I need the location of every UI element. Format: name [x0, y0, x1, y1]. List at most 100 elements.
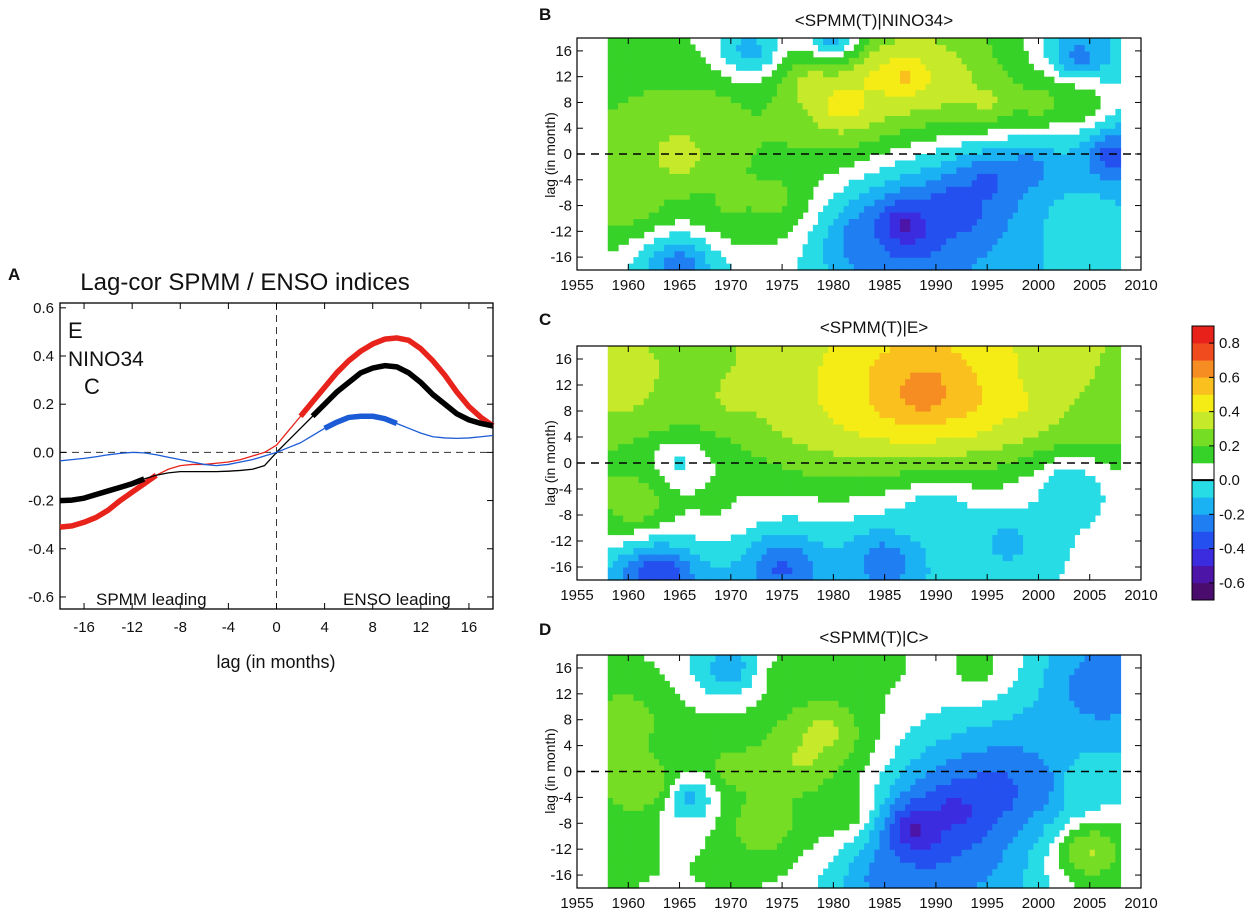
annotation-spmm-leading: SPMM leading — [96, 590, 207, 609]
heatmap-cell — [715, 199, 722, 207]
heatmap-cell — [807, 134, 814, 142]
heatmap-cell — [1089, 205, 1096, 213]
heatmap-cell — [1058, 186, 1065, 194]
heatmap-cell — [761, 237, 768, 245]
heatmap-cell — [935, 83, 942, 91]
heatmap-cell — [1110, 257, 1116, 265]
heatmap-cell — [823, 166, 829, 174]
heatmap-cell — [823, 469, 829, 477]
heatmap-cell — [864, 147, 870, 155]
heatmap-cell — [659, 567, 665, 575]
heatmap-cell — [618, 456, 624, 464]
heatmap-cell — [1002, 212, 1009, 220]
heatmap-cell — [700, 218, 706, 226]
heatmap-cell — [817, 134, 824, 142]
heatmap-cell — [638, 495, 645, 503]
heatmap-cell — [787, 160, 793, 168]
heatmap-cell — [761, 121, 768, 129]
heatmap-cell — [859, 534, 865, 542]
heatmap-cell — [848, 385, 855, 393]
heatmap-cell — [664, 391, 670, 399]
heatmap-cell — [792, 89, 799, 97]
heatmap-cell — [802, 50, 809, 58]
heatmap-cell — [961, 154, 968, 162]
heatmap-cell — [966, 128, 973, 136]
heatmap-cell — [735, 128, 742, 136]
heatmap-cell — [746, 573, 752, 581]
heatmap-cell — [833, 437, 840, 445]
heatmap-cell — [771, 83, 778, 91]
heatmap-cell — [679, 398, 686, 406]
heatmap-cell — [700, 205, 706, 213]
heatmap-cell — [607, 205, 614, 213]
heatmap-cell — [761, 476, 768, 484]
heatmap-cell — [766, 38, 773, 46]
heatmap-cell — [607, 76, 614, 84]
heatmap-cell — [1053, 179, 1060, 187]
heatmap-cell — [1017, 83, 1024, 91]
heatmap-cell — [869, 44, 875, 52]
heatmap-cell — [935, 224, 942, 232]
heatmap-cell — [992, 83, 999, 91]
heatmap-cell — [674, 567, 681, 575]
heatmap-cell — [966, 199, 973, 207]
heatmap-cell — [694, 179, 701, 187]
heatmap-cell — [1069, 57, 1075, 65]
heatmap-cell — [802, 166, 809, 174]
heatmap-cell — [859, 411, 865, 419]
heatmap-cell — [971, 160, 978, 168]
heatmap-cell — [746, 417, 752, 425]
heatmap-cell — [628, 541, 634, 549]
heatmap-cell — [776, 179, 783, 187]
heatmap-cell — [725, 489, 732, 497]
heatmap-cell — [1033, 199, 1040, 207]
heatmap-cell — [1002, 141, 1009, 149]
heatmap-cell — [766, 44, 773, 52]
heatmap-cell — [982, 83, 988, 91]
heatmap-cell — [633, 96, 640, 104]
heatmap-cell — [894, 231, 901, 239]
heatmap-cell — [612, 57, 619, 65]
heatmap-cell — [1110, 70, 1116, 78]
heatmap-cell — [874, 573, 881, 581]
heatmap-cell — [987, 63, 993, 71]
heatmap-cell — [628, 495, 634, 503]
y-tick-label: 0.0 — [33, 444, 54, 461]
heatmap-cell — [1043, 212, 1050, 220]
heatmap-cell — [612, 437, 619, 445]
heatmap-cell — [823, 534, 829, 542]
heatmap-cell — [859, 456, 865, 464]
heatmap-cell — [607, 502, 614, 510]
heatmap-cell — [730, 212, 737, 220]
heatmap-cell — [859, 450, 865, 458]
heatmap-cell — [838, 554, 845, 562]
heatmap-cell — [1074, 89, 1081, 97]
heatmap-cell — [746, 237, 752, 245]
heatmap-cell — [997, 173, 1004, 181]
heatmap-cell — [1023, 186, 1029, 194]
heatmap-cell — [843, 450, 850, 458]
heatmap-cell — [787, 57, 793, 65]
heatmap-cell — [930, 173, 937, 181]
heatmap-cell — [776, 372, 783, 380]
heatmap-cell — [771, 76, 778, 84]
heatmap-cell — [802, 121, 809, 129]
heatmap-cell — [817, 44, 824, 52]
heatmap-cell — [741, 541, 747, 549]
heatmap-cell — [705, 502, 711, 510]
heatmap-cell — [1105, 50, 1111, 58]
heatmap-cell — [935, 199, 942, 207]
heatmap-cell — [730, 44, 737, 52]
heatmap-cell — [607, 385, 614, 393]
heatmap-cell — [859, 250, 865, 258]
heatmap-cell — [1115, 257, 1122, 265]
heatmap-cell — [1069, 147, 1075, 155]
heatmap-cell — [735, 38, 742, 46]
heatmap-cell — [900, 96, 906, 104]
heatmap-cell — [853, 424, 860, 432]
heatmap-cell — [1105, 263, 1111, 271]
heatmap-cell — [864, 224, 870, 232]
heatmap-cell — [741, 430, 747, 438]
heatmap-cell — [1048, 38, 1055, 46]
heatmap-cell — [633, 89, 640, 97]
